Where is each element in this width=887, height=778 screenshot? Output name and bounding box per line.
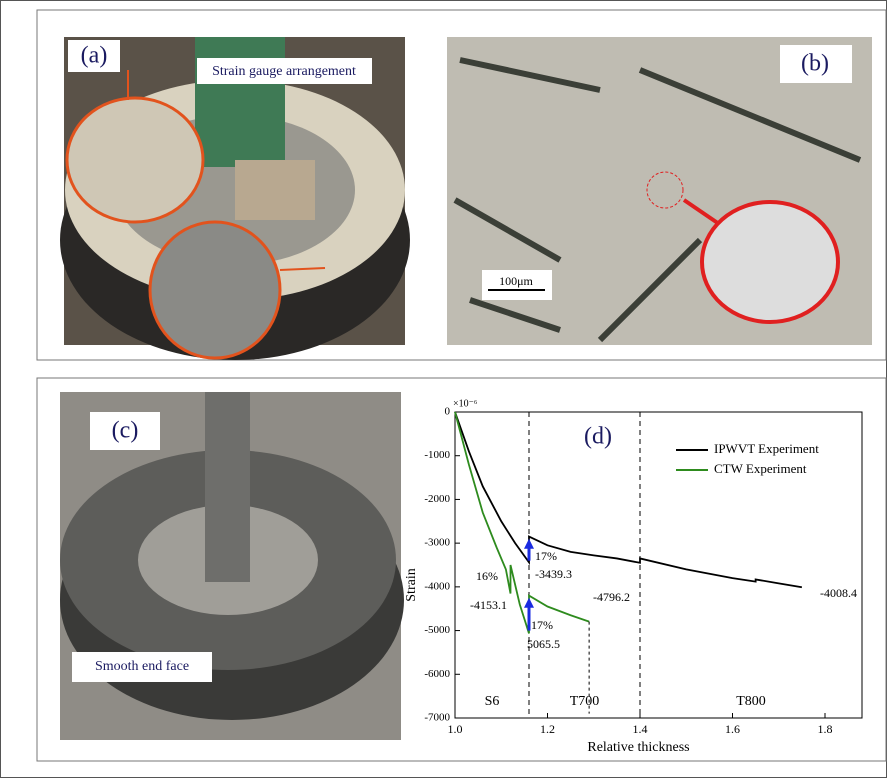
arrowhead bbox=[524, 539, 534, 549]
annotation: 17% bbox=[531, 618, 553, 632]
caption: Smooth end face bbox=[95, 659, 189, 674]
annotation: -3439.3 bbox=[535, 567, 572, 581]
legend-label: CTW Experiment bbox=[714, 461, 807, 476]
annotation: 17% bbox=[535, 549, 557, 563]
x-tick-label: 1.0 bbox=[448, 722, 463, 736]
panel-label: (b) bbox=[801, 51, 829, 77]
region-label: T800 bbox=[736, 694, 766, 709]
annotation: -4796.2 bbox=[593, 590, 630, 604]
panel-label: (c) bbox=[112, 418, 139, 444]
x-tick-label: 1.2 bbox=[540, 722, 555, 736]
annotation: -4153.1 bbox=[470, 598, 507, 612]
y-tick-label: -1000 bbox=[424, 449, 450, 461]
x-axis-label: Relative thickness bbox=[587, 740, 689, 755]
annotation: -4008.4 bbox=[820, 586, 857, 600]
photo-c bbox=[60, 392, 404, 740]
y-tick-label: -2000 bbox=[424, 493, 450, 505]
series-line bbox=[455, 412, 802, 587]
plot-frame bbox=[455, 412, 862, 718]
y-multiplier: ×10⁻⁶ bbox=[453, 398, 478, 409]
scale-bar-label: 100μm bbox=[499, 274, 533, 288]
panel-label: (d) bbox=[584, 424, 612, 450]
legend-label: IPWVT Experiment bbox=[714, 441, 819, 456]
region-label: T700 bbox=[570, 694, 600, 709]
annotation: 16% bbox=[476, 569, 498, 583]
x-tick-label: 1.6 bbox=[725, 722, 740, 736]
figure-canvas: (a) Strain gauge arrangement (b) 100μm (… bbox=[0, 0, 887, 778]
y-tick-label: -5000 bbox=[424, 624, 450, 636]
y-tick-label: -6000 bbox=[424, 668, 450, 680]
y-tick-label: -4000 bbox=[424, 580, 450, 592]
x-tick-label: 1.8 bbox=[818, 722, 833, 736]
arrowhead bbox=[524, 598, 534, 608]
photo-b bbox=[447, 37, 872, 345]
x-tick-label: 1.4 bbox=[633, 722, 648, 736]
photo-a bbox=[60, 37, 410, 360]
y-tick-label: 0 bbox=[445, 406, 451, 418]
region-label: S6 bbox=[485, 694, 500, 709]
y-tick-label: -3000 bbox=[424, 537, 450, 549]
caption: Strain gauge arrangement bbox=[212, 64, 356, 79]
annotation: 5065.5 bbox=[527, 637, 560, 651]
figure: (a) Strain gauge arrangement (b) 100μm (… bbox=[0, 0, 887, 778]
y-axis-label: Strain bbox=[404, 568, 419, 601]
panel-label: (a) bbox=[81, 43, 108, 69]
